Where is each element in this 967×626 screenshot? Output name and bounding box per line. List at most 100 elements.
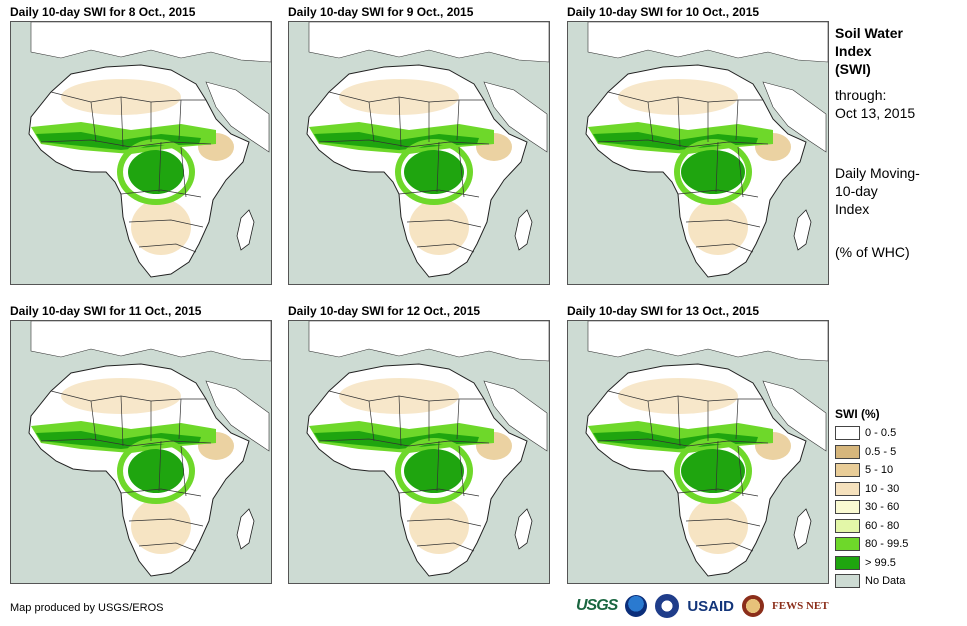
country-border <box>436 440 465 497</box>
congo-basin-moist-ring <box>395 438 473 504</box>
dry-zone-south <box>688 498 748 554</box>
country-border <box>328 91 484 103</box>
europe-landmass <box>30 321 271 362</box>
congo-basin-wet-zone <box>404 150 464 194</box>
country-border <box>328 390 484 402</box>
saturated-band <box>593 132 758 150</box>
desc-line1: Daily Moving- <box>835 165 920 181</box>
legend-label: 80 - 99.5 <box>865 538 909 551</box>
madagascar-landmass <box>514 209 533 251</box>
legend-swatch <box>835 500 860 515</box>
arabia-landmass <box>205 380 270 452</box>
noaa-logo-icon <box>625 595 648 617</box>
panel-title: Daily 10-day SWI for 8 Oct., 2015 <box>10 5 196 19</box>
swi-map-panel-oct-10: Daily 10-day SWI for 10 Oct., 2015 <box>567 4 829 285</box>
legend-item: 30 - 60 <box>835 498 908 517</box>
country-border <box>715 440 744 497</box>
dry-zone-south <box>409 498 469 554</box>
through-info: through: Oct 13, 2015 <box>835 86 915 122</box>
dry-zone-south <box>131 199 191 255</box>
country-border <box>607 390 763 402</box>
swi-map-panel-oct-9: Daily 10-day SWI for 9 Oct., 2015 <box>288 4 550 285</box>
country-border <box>677 488 759 497</box>
congo-basin-wet-zone <box>128 449 184 493</box>
legend-swatch <box>835 574 860 589</box>
fews-net-logo-icon <box>742 595 765 617</box>
country-border <box>40 438 212 447</box>
legend-label: 5 - 10 <box>865 464 894 477</box>
legend-swatch <box>835 555 860 570</box>
legend-label: 0.5 - 5 <box>865 445 897 458</box>
country-border <box>120 488 202 497</box>
europe-landmass <box>308 321 549 362</box>
panel-title: Daily 10-day SWI for 11 Oct., 2015 <box>10 304 202 318</box>
panel-title: Daily 10-day SWI for 12 Oct., 2015 <box>288 304 481 318</box>
legend-item: 0.5 - 5 <box>835 443 908 462</box>
saturated-band <box>36 132 201 150</box>
africa-swi-map <box>10 320 272 584</box>
congo-basin-moist-ring <box>117 139 195 205</box>
europe-landmass <box>587 22 828 63</box>
madagascar-landmass <box>236 209 255 251</box>
saturated-band <box>314 431 479 449</box>
legend-swatch <box>835 481 860 496</box>
country-border <box>90 395 182 447</box>
through-label: through: <box>835 87 887 103</box>
unit-label: (% of WHC) <box>835 244 910 260</box>
swi-map-panel-oct-12: Daily 10-day SWI for 12 Oct., 2015 <box>288 303 550 584</box>
country-border <box>318 139 490 148</box>
swi-legend: SWI (%) 0 - 0.5 0.5 - 5 5 - 10 10 - 30 30 - … <box>835 406 908 591</box>
country-border <box>685 219 761 228</box>
congo-basin-wet-zone <box>404 449 464 493</box>
legend-item: 60 - 80 <box>835 517 908 536</box>
congo-basin-moist-ring <box>395 139 473 205</box>
map-credit: Map produced by USGS/EROS <box>10 602 164 614</box>
africa-swi-map <box>288 320 550 584</box>
nasa-logo-icon <box>655 594 680 618</box>
congo-basin-wet-zone <box>681 150 745 194</box>
arabia-landmass <box>205 81 270 153</box>
country-border <box>398 189 480 198</box>
usgs-logo: USGS <box>576 597 618 614</box>
country-border <box>138 542 197 552</box>
agency-logos: USGS USAID FEWS NET <box>576 594 829 618</box>
country-border <box>158 440 187 497</box>
legend-label: 10 - 30 <box>865 482 900 495</box>
usaid-logo: USAID <box>687 597 735 615</box>
legend-swatch <box>835 426 860 441</box>
legend-item: 80 - 99.5 <box>835 535 908 554</box>
country-border <box>695 243 754 253</box>
index-title-line3: (SWI) <box>835 61 871 77</box>
country-border <box>318 438 490 447</box>
country-border <box>128 219 204 228</box>
country-border <box>677 189 759 198</box>
legend-item: 0 - 0.5 <box>835 424 908 443</box>
desc-line3: Index <box>835 201 870 217</box>
country-border <box>695 542 754 552</box>
country-border <box>647 395 739 447</box>
arabia-landmass <box>762 380 827 452</box>
arabia-landmass <box>483 81 548 153</box>
legend-item: 5 - 10 <box>835 461 908 480</box>
panel-title: Daily 10-day SWI for 13 Oct., 2015 <box>567 304 760 318</box>
country-border <box>90 96 182 148</box>
legend-label: No Data <box>865 575 906 588</box>
index-title: Soil Water Index (SWI) <box>835 24 903 78</box>
country-border <box>416 243 475 253</box>
panel-title: Daily 10-day SWI for 10 Oct., 2015 <box>567 5 760 19</box>
panel-title: Daily 10-day SWI for 9 Oct., 2015 <box>288 5 474 19</box>
country-border <box>597 139 769 148</box>
fews-net-logo: FEWS NET <box>772 600 829 612</box>
legend-label: 30 - 60 <box>865 501 900 514</box>
country-border <box>40 139 212 148</box>
country-border <box>607 91 763 103</box>
saturated-band <box>36 431 201 449</box>
legend-item: No Data <box>835 572 908 591</box>
congo-basin-wet-zone <box>128 150 184 194</box>
africa-swi-map <box>567 21 829 285</box>
country-border <box>647 96 739 148</box>
europe-landmass <box>587 321 828 362</box>
country-border <box>398 488 480 497</box>
madagascar-landmass <box>236 508 255 550</box>
africa-swi-map <box>567 320 829 584</box>
